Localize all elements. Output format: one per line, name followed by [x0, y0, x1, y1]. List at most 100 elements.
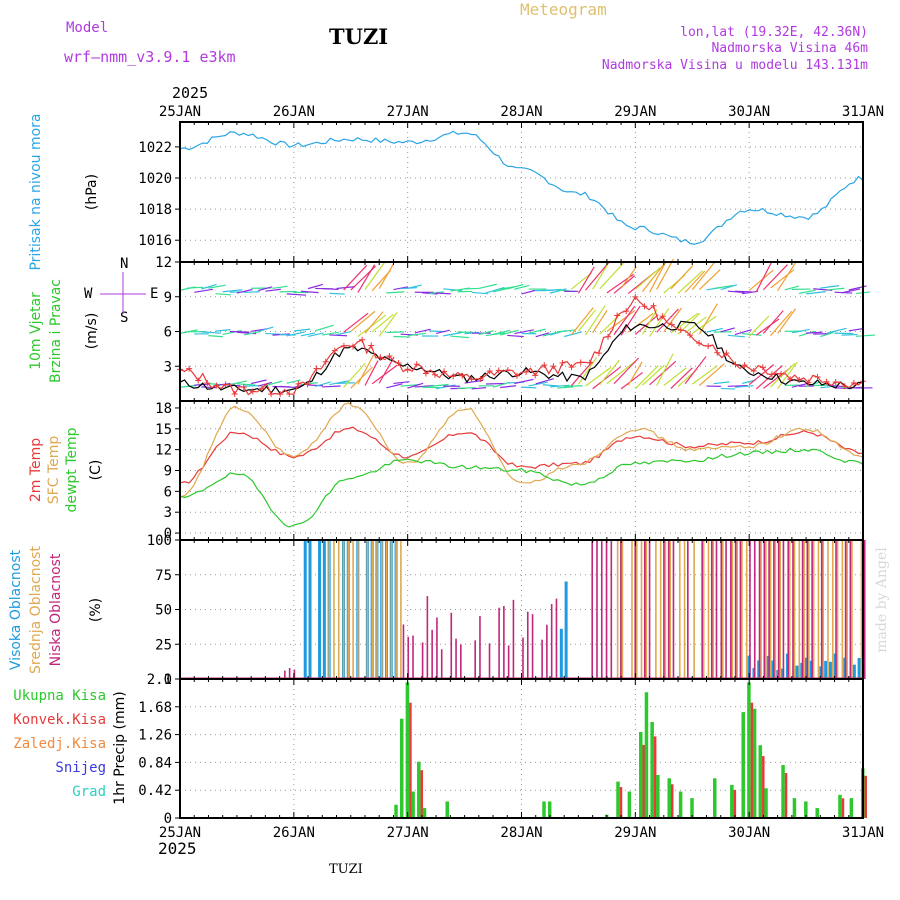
wind-arrow — [634, 314, 659, 335]
precip-bar — [644, 692, 649, 818]
gust-marker — [832, 379, 839, 386]
gust-marker — [577, 359, 584, 366]
wind-arrow — [393, 335, 411, 338]
gust-marker — [422, 370, 429, 377]
wind-arrow — [514, 329, 534, 335]
wind-arrow — [691, 262, 715, 291]
wind-arrow — [762, 310, 784, 334]
precip-bar — [752, 708, 757, 818]
gust-marker — [668, 321, 675, 328]
wind-arrow — [343, 362, 366, 388]
wind-arrow — [329, 292, 345, 295]
temp-ylabel-1: SFC Temp — [46, 436, 62, 505]
wind-arrow — [521, 289, 536, 295]
meteogram-title: Meteogram — [520, 0, 607, 19]
gust-marker — [222, 381, 229, 388]
gust-marker — [486, 368, 493, 375]
wind-arrow — [770, 269, 794, 289]
precip-bar — [730, 784, 734, 818]
wind-arrow — [500, 385, 517, 389]
wind-arrow — [713, 381, 730, 385]
wind-arrow — [343, 264, 368, 291]
coords-text: lon,lat (19.32E, 42.36N) — [680, 25, 868, 40]
gust-marker — [714, 349, 721, 356]
precip-unit: 1hr Precip (mm) — [112, 691, 128, 804]
gust-marker — [586, 359, 593, 366]
wind-ytick-label: 6 — [164, 325, 172, 341]
wind-ytick-label: 12 — [155, 255, 172, 271]
wind-arrow — [784, 285, 799, 291]
wind-arrow — [613, 357, 640, 385]
xlabel-top: 30JAN — [728, 104, 770, 120]
wind-ylabel-2: Brzina i Pravac — [48, 279, 64, 383]
wind-arrow — [606, 309, 636, 333]
precip-bar — [678, 791, 683, 818]
wind-arrow — [620, 305, 641, 336]
wind-arrow — [386, 383, 403, 389]
precip-bar — [667, 778, 671, 818]
wind-arrow — [265, 288, 281, 292]
wind-arrow — [378, 311, 398, 337]
precip-bar — [764, 788, 768, 818]
xlabel-top: 26JAN — [273, 104, 315, 120]
wind-arrow — [734, 385, 754, 388]
clouds-ytick-label: 50 — [155, 603, 172, 619]
wind-arrow — [777, 308, 797, 334]
wind-arrow — [684, 356, 707, 385]
gust-marker — [523, 369, 530, 376]
precip-bar — [713, 778, 717, 818]
precip-bar — [741, 712, 745, 818]
wind-arrow — [201, 331, 221, 334]
pressure-ylabel: Pritisak na nivou mora — [28, 113, 44, 270]
wind-arrow — [378, 356, 395, 384]
wind-arrow — [585, 366, 612, 387]
wind-arrow — [336, 331, 351, 336]
gust-marker — [641, 303, 648, 310]
wind-arrow — [649, 308, 670, 337]
gust-marker — [258, 385, 265, 392]
wind-arrow — [727, 290, 745, 294]
wind-arrow — [642, 364, 665, 386]
xlabel-bottom: 29JAN — [614, 825, 656, 841]
gust-marker — [723, 350, 730, 357]
gust-marker — [304, 381, 311, 388]
wind-arrow — [478, 283, 497, 290]
wind-arrow — [698, 303, 718, 335]
gust-marker — [732, 361, 739, 368]
gust-marker — [650, 302, 657, 309]
wind-arrow — [585, 262, 610, 291]
precip-ytick-label: 1.68 — [138, 700, 172, 716]
gust-marker — [413, 361, 420, 368]
wind-arrow — [841, 333, 858, 336]
wind-arrow — [315, 324, 334, 332]
wind-arrow — [798, 330, 815, 337]
wind-arrow — [620, 266, 637, 289]
precip-conv-bar — [864, 775, 867, 818]
wind-arrow — [244, 291, 260, 294]
precip-bar — [656, 774, 660, 818]
wind-arrow — [748, 315, 770, 337]
wind-arrow — [577, 309, 596, 332]
wind-arrow — [585, 305, 606, 336]
wind-arrow — [557, 329, 576, 333]
wind-arrow — [663, 367, 687, 386]
xlabel-top: 31JAN — [842, 104, 884, 120]
wind-arrow — [435, 329, 450, 335]
model-elevation-text: Nadmorska Visina u modelu 143.131m — [601, 58, 868, 73]
gust-marker — [814, 373, 821, 380]
dir-north: N — [120, 256, 128, 272]
wind-arrow — [827, 327, 847, 334]
temperature-ytick-label: 18 — [155, 401, 172, 417]
wind-arrow — [535, 332, 550, 338]
temp-line-1 — [179, 402, 864, 498]
precip-conv-bar — [619, 787, 623, 818]
gust-marker — [614, 312, 621, 319]
precip-bar — [542, 801, 546, 818]
gust-marker — [368, 342, 375, 349]
gust-marker — [286, 391, 293, 398]
year-bottom: 2025 — [158, 839, 197, 858]
wind-arrow — [848, 328, 864, 332]
wind-arrow — [698, 363, 725, 386]
wind-arrow — [307, 332, 324, 338]
label-layer: 1016 1018 1020 1022 3 6 9 12 0 3 6 9 12 15 18 0 25 50 75 10… — [8, 104, 884, 841]
